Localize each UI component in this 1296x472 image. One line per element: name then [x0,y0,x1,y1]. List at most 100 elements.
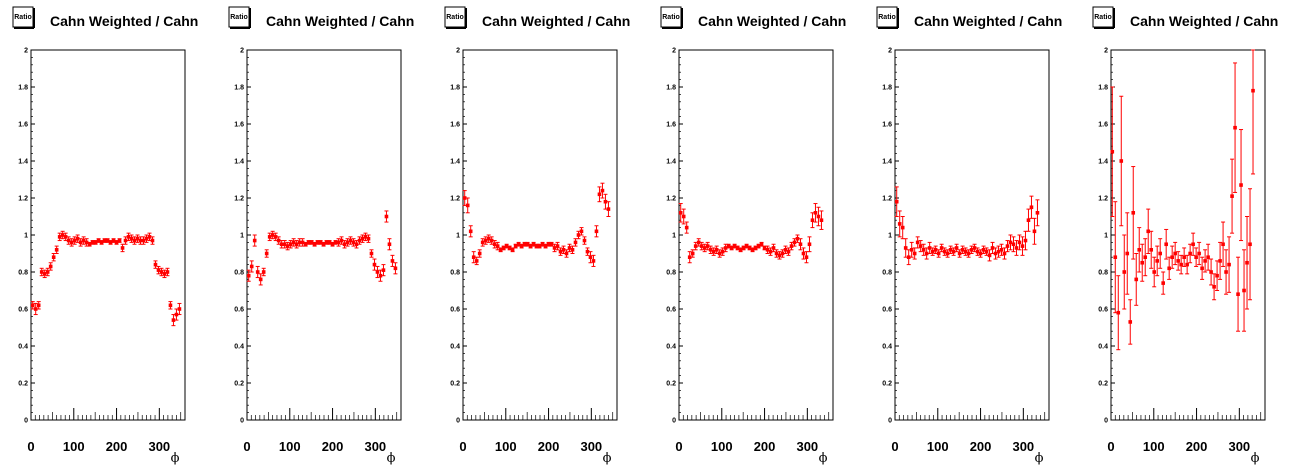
data-point [78,238,83,247]
data-point [357,236,362,245]
data-point [552,243,557,253]
data-point [1158,238,1163,269]
x-tick-label: 300 [1012,439,1034,454]
chart-title: Cahn Weighted / Cahn [482,13,630,29]
data-point [909,241,914,258]
chart-panel-4: Ratio Cahn Weighted / Cahn 0 0.2 0.4 0.6 0.8 1 1… [660,6,846,466]
data-point [1194,247,1199,267]
data-point [585,247,590,256]
x-tick-label: 0 [243,439,250,454]
data-point [1197,241,1202,266]
y-tick-label: 1.2 [882,196,892,203]
data-point [1143,238,1148,277]
y-tick-label: 0.4 [18,344,28,351]
data-point [258,273,263,286]
data-point [471,251,476,264]
data-point [141,236,146,245]
data-point [921,243,926,256]
y-tick-label: 0.2 [18,381,28,388]
y-tick-label: 0.2 [666,381,676,388]
x-tick-label: 300 [364,439,386,454]
y-tick-label: 1.4 [882,159,892,166]
data-point [969,245,974,254]
x-axis-label: ϕ [387,451,396,466]
stat-box-label: Ratio [14,14,32,21]
data-point [894,186,899,217]
data-point [519,243,524,249]
stat-box-label: Ratio [662,14,680,21]
data-point [1161,271,1166,295]
data-point [60,230,65,240]
x-tick-label: 100 [927,439,949,454]
data-point [1212,273,1217,301]
data-point [48,262,53,271]
stat-box-label: Ratio [1094,14,1112,21]
y-tick-label: 0.4 [882,344,892,351]
data-point [39,267,44,277]
data-point [960,245,965,254]
data-point [1245,216,1250,310]
data-point [735,245,740,251]
stat-box: Ratio [228,6,251,29]
data-point [1020,236,1025,256]
chart-title: Cahn Weighted / Cahn [698,13,846,29]
x-tick-label: 100 [495,439,517,454]
x-axis-label: ϕ [171,451,180,466]
y-tick-label: 0 [240,418,244,425]
data-point [1191,232,1196,256]
chart-panel-2: Ratio Cahn Weighted / Cahn 0 0.2 0.4 0.6 0.8 1 1… [228,6,414,466]
y-tick-label: 0.4 [234,344,244,351]
data-point [597,186,602,203]
data-point [963,247,968,256]
y-tick-label: 1.8 [18,85,28,92]
data-point [246,269,251,282]
data-point [813,203,818,223]
stat-box-label: Ratio [446,14,464,21]
data-point [786,247,791,256]
data-point [480,238,485,247]
y-tick-label: 1.4 [666,159,676,166]
data-point [765,245,770,254]
data-point [981,245,986,254]
plot-frame [462,49,618,421]
data-point [996,245,1001,258]
y-tick-label: 1.2 [18,196,28,203]
x-tick-label: 100 [1143,439,1165,454]
data-point [1017,234,1022,251]
y-tick-label: 1.2 [666,196,676,203]
data-point [951,247,956,256]
data-point [1110,86,1115,217]
x-tick-label: 0 [27,439,34,454]
data-point [333,240,338,245]
data-point [270,230,275,240]
y-tick-label: 2 [1104,48,1108,55]
data-point [771,243,776,253]
chart-title: Cahn Weighted / Cahn [914,13,1062,29]
data-point [987,249,992,262]
y-tick-label: 0.8 [450,270,460,277]
data-point [759,241,764,247]
data-point [687,251,692,264]
stat-box: Ratio [876,6,899,29]
y-tick-label: 1.6 [234,122,244,129]
data-point [558,247,563,256]
plot-frame [1110,49,1266,421]
data-point [390,254,395,267]
plot-frame [678,49,834,421]
data-point [153,260,158,269]
data-point [363,232,368,242]
y-tick-label: 0.4 [666,344,676,351]
data-point [99,240,104,245]
data-point [1122,234,1127,310]
y-tick-label: 1.2 [450,196,460,203]
data-point [492,240,497,249]
data-point [999,243,1004,256]
y-tick-label: 1.6 [450,122,460,129]
data-point [1218,241,1223,280]
x-tick-label: 0 [459,439,466,454]
data-point [372,258,377,271]
y-tick-label: 1.2 [234,196,244,203]
y-tick-label: 0.8 [1098,270,1108,277]
chart-panel-1: Ratio Cahn Weighted / Cahn 0 0.2 0.4 0.6 0.8 1 1… [12,6,198,466]
data-point [681,208,686,225]
